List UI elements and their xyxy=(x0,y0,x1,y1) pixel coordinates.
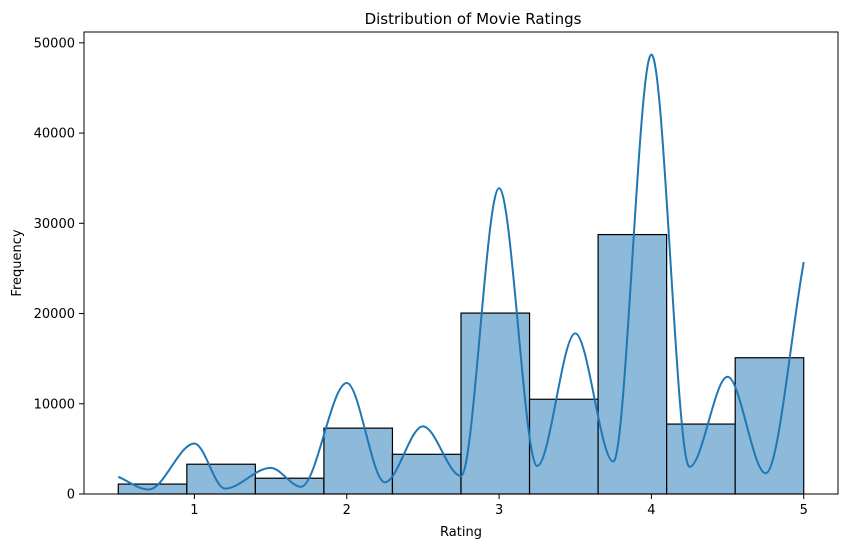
x-tick-label: 1 xyxy=(190,503,198,518)
y-tick-label: 30000 xyxy=(34,217,75,232)
x-tick-label: 4 xyxy=(647,503,655,518)
plot-frame xyxy=(83,31,839,495)
histogram-bar-5 xyxy=(391,453,462,495)
chart-title: Distribution of Movie Ratings xyxy=(365,10,582,28)
histogram-bar-9 xyxy=(666,423,736,495)
y-tick-label: 10000 xyxy=(34,397,75,412)
y-tick-label: 20000 xyxy=(34,307,75,322)
histogram-bar-10 xyxy=(734,357,805,495)
y-axis-label: Frequency xyxy=(10,229,25,296)
histogram-bar-7 xyxy=(528,398,599,495)
histogram-bar-6 xyxy=(460,312,531,495)
histogram-bar-4 xyxy=(323,427,394,495)
x-axis-label: Rating xyxy=(440,525,482,540)
y-axis-ticks: 0 10000 20000 30000 40000 50000 xyxy=(34,36,84,503)
histogram-bars xyxy=(117,233,805,495)
y-tick-label: 40000 xyxy=(34,127,75,142)
x-axis-ticks: 1 2 3 4 5 xyxy=(190,494,808,518)
x-tick-label: 5 xyxy=(800,503,808,518)
histogram-bar-2 xyxy=(186,463,256,495)
y-tick-label: 0 xyxy=(67,488,75,503)
x-tick-label: 2 xyxy=(343,503,351,518)
kde-curve xyxy=(117,53,805,491)
y-tick-label: 50000 xyxy=(34,36,75,51)
x-tick-label: 3 xyxy=(495,503,503,518)
